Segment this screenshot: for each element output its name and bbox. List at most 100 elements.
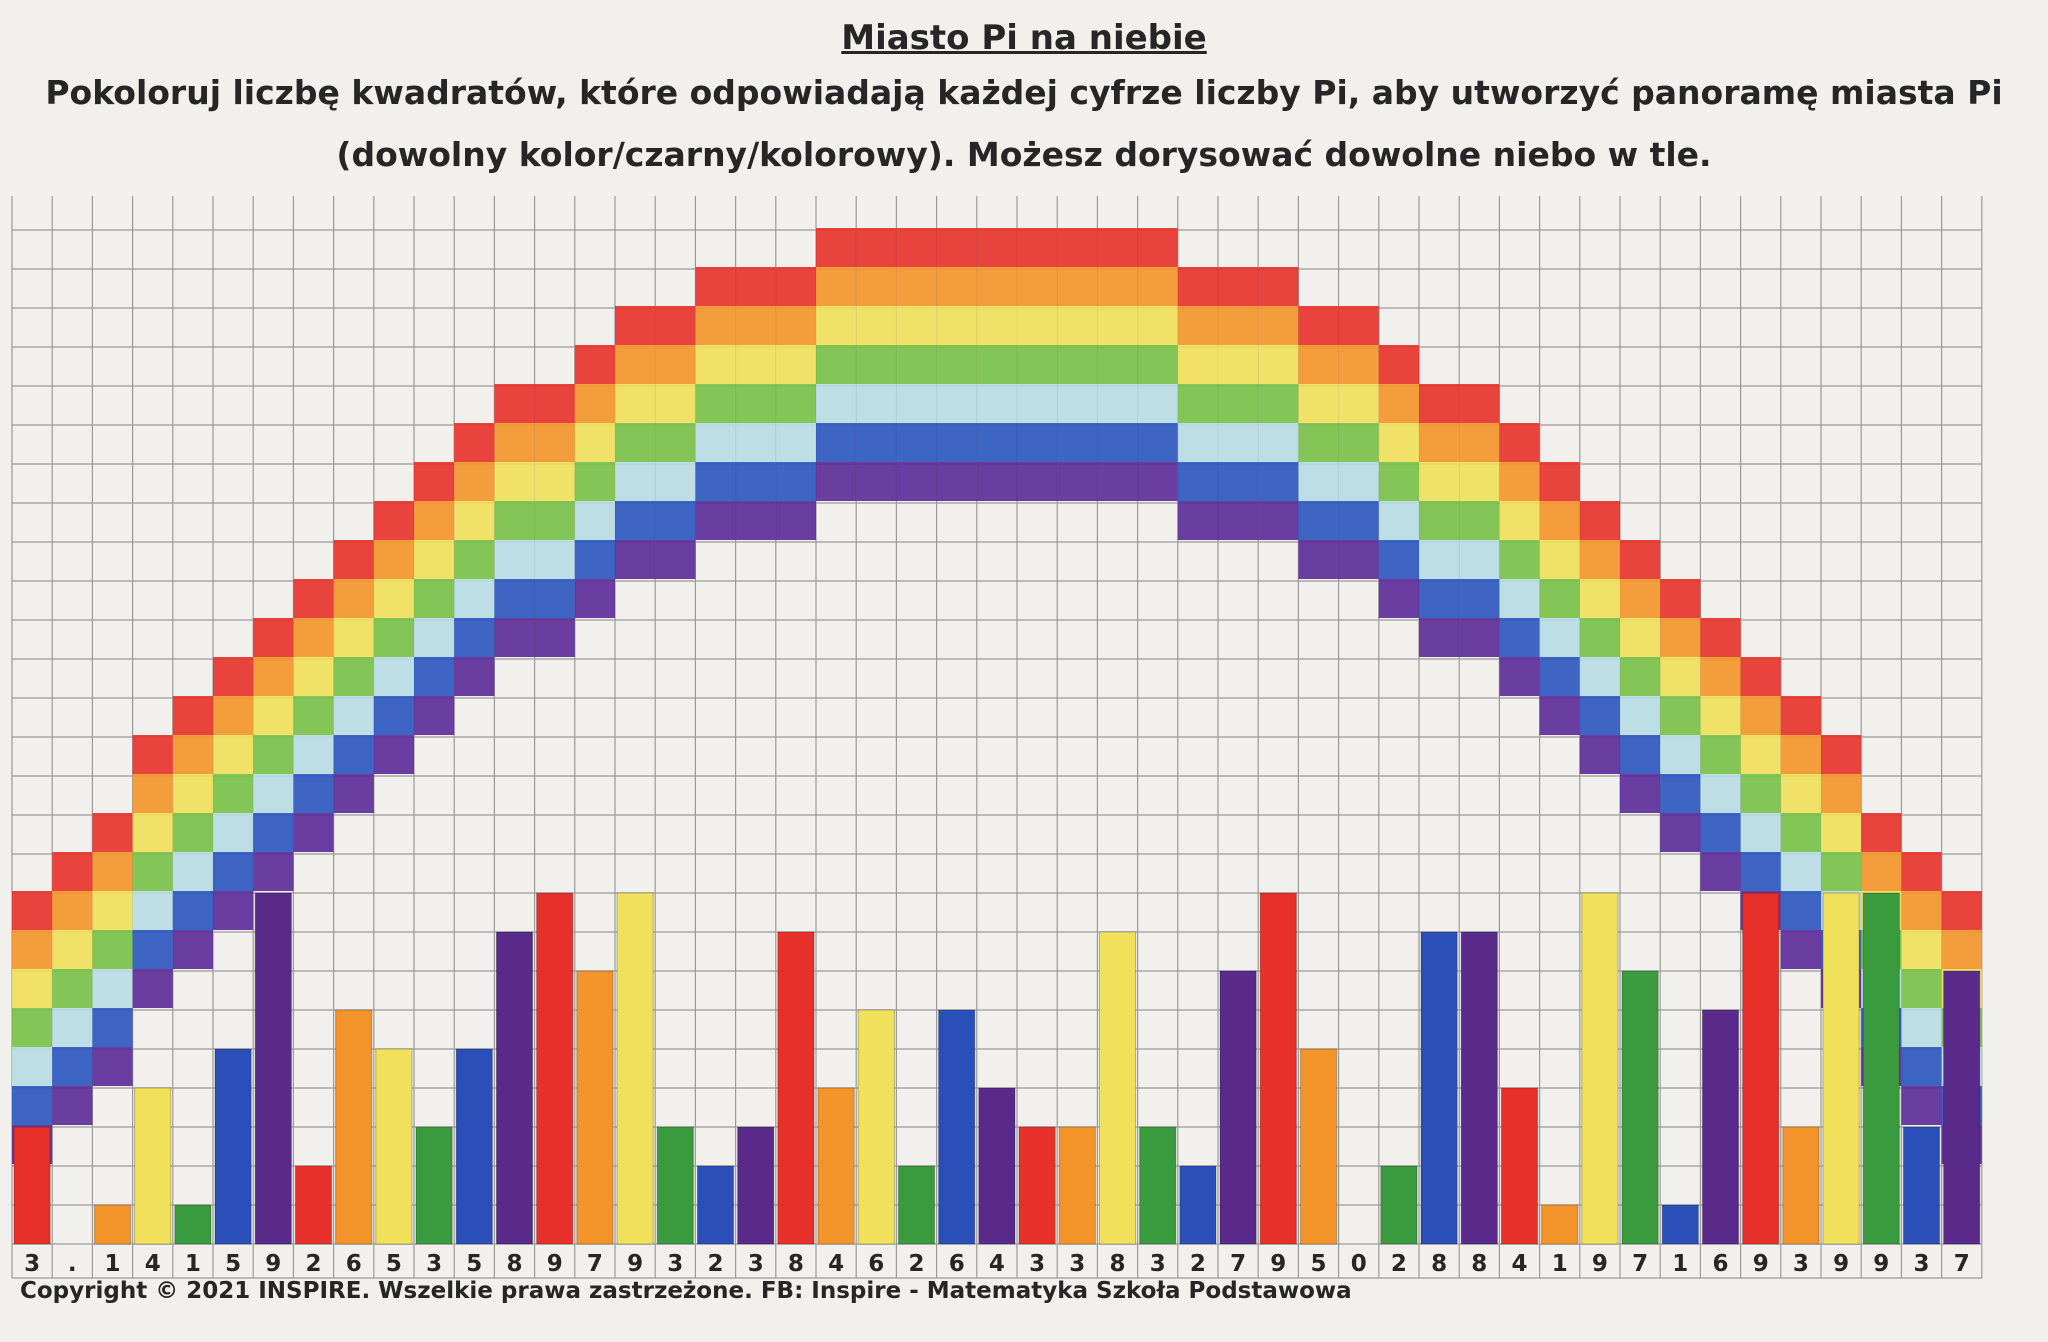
rainbow-cell (1017, 384, 1058, 423)
bar (1018, 1126, 1056, 1245)
bar (1380, 1165, 1418, 1245)
rainbow-cell (12, 969, 53, 1008)
rainbow-cell (856, 267, 897, 306)
rainbow-cell (494, 423, 535, 462)
rainbow-cell (1137, 345, 1178, 384)
rainbow-cell (1298, 540, 1339, 579)
rainbow-cell (1539, 462, 1580, 501)
rainbow-cell (1620, 735, 1661, 774)
rainbow-cell (1218, 423, 1259, 462)
rainbow-cell (333, 540, 374, 579)
rainbow-cell (414, 501, 455, 540)
rainbow-cell (655, 345, 696, 384)
digit-label: 2 (1391, 1251, 1407, 1277)
rainbow-cell (373, 657, 414, 696)
rainbow-cell (534, 384, 575, 423)
rainbow-cell (1258, 423, 1299, 462)
rainbow-cell (936, 267, 977, 306)
bar (1742, 892, 1780, 1245)
bar (1460, 931, 1498, 1245)
digit-label: 8 (506, 1251, 522, 1277)
rainbow-cell (1620, 774, 1661, 813)
bar-series (13, 892, 1981, 1245)
bar (1179, 1165, 1217, 1245)
rainbow-cell (1459, 462, 1500, 501)
rainbow-cell (976, 423, 1017, 462)
digit-label: 1 (1672, 1251, 1688, 1277)
rainbow-cell (1660, 735, 1701, 774)
rainbow-cell (1338, 345, 1379, 384)
rainbow-cell (1459, 384, 1500, 423)
rainbow-cell (1579, 657, 1620, 696)
digit-label: 6 (346, 1251, 362, 1277)
rainbow-cell (454, 657, 495, 696)
rainbow-cell (92, 930, 133, 969)
rainbow-cell (1017, 267, 1058, 306)
digit-label: 9 (1873, 1251, 1889, 1277)
rainbow-cell (695, 462, 736, 501)
rainbow-cell (574, 501, 615, 540)
rainbow-cell (896, 306, 937, 345)
rainbow-cell (1539, 579, 1580, 618)
rainbow-cell (775, 423, 816, 462)
bar (616, 892, 654, 1245)
bar (1822, 892, 1860, 1245)
rainbow-cell (52, 930, 93, 969)
bar (335, 1009, 373, 1245)
rainbow-cell (1378, 579, 1419, 618)
rainbow-cell (615, 345, 656, 384)
rainbow-cell (1057, 345, 1098, 384)
rainbow-cell (1620, 579, 1661, 618)
rainbow-cell (896, 423, 937, 462)
rainbow-cell (373, 618, 414, 657)
rainbow-cell (12, 1086, 53, 1125)
digit-label: 9 (1270, 1251, 1286, 1277)
rainbow-arc (12, 228, 1982, 1164)
rainbow-cell (574, 579, 615, 618)
rainbow-cell (373, 579, 414, 618)
rainbow-cell (172, 774, 213, 813)
bar (134, 1087, 172, 1245)
rainbow-cell (816, 384, 857, 423)
rainbow-cell (976, 228, 1017, 267)
rainbow-cell (454, 540, 495, 579)
rainbow-cell (1258, 345, 1299, 384)
rainbow-cell (494, 540, 535, 579)
rainbow-cell (1901, 852, 1942, 891)
rainbow-cell (1057, 306, 1098, 345)
rainbow-cell (414, 579, 455, 618)
bar (294, 1165, 333, 1245)
digit-label: 4 (1511, 1251, 1527, 1277)
digit-label: 9 (1592, 1251, 1608, 1277)
bar (174, 1204, 212, 1245)
rainbow-cell (253, 852, 294, 891)
rainbow-cell (1419, 462, 1460, 501)
rainbow-cell (735, 306, 776, 345)
rainbow-cell (373, 501, 414, 540)
rainbow-cell (213, 657, 254, 696)
rainbow-cell (1901, 969, 1942, 1008)
rainbow-cell (172, 813, 213, 852)
rainbow-cell (373, 540, 414, 579)
rainbow-cell (172, 696, 213, 735)
rainbow-cell (1459, 579, 1500, 618)
digit-label: 3 (1793, 1251, 1809, 1277)
rainbow-cell (132, 891, 173, 930)
bar (1621, 970, 1659, 1245)
rainbow-cell (1218, 345, 1259, 384)
rainbow-cell (1017, 462, 1058, 501)
rainbow-cell (172, 930, 213, 969)
rainbow-cell (856, 228, 897, 267)
rainbow-cell (1338, 462, 1379, 501)
rainbow-cell (775, 345, 816, 384)
rainbow-cell (1700, 813, 1741, 852)
rainbow-cell (1338, 423, 1379, 462)
rainbow-cell (52, 1047, 93, 1086)
rainbow-cell (12, 930, 53, 969)
rainbow-cell (1218, 462, 1259, 501)
rainbow-cell (1137, 384, 1178, 423)
digit-label: 3 (24, 1251, 40, 1277)
rainbow-cell (1419, 579, 1460, 618)
rainbow-cell (373, 696, 414, 735)
